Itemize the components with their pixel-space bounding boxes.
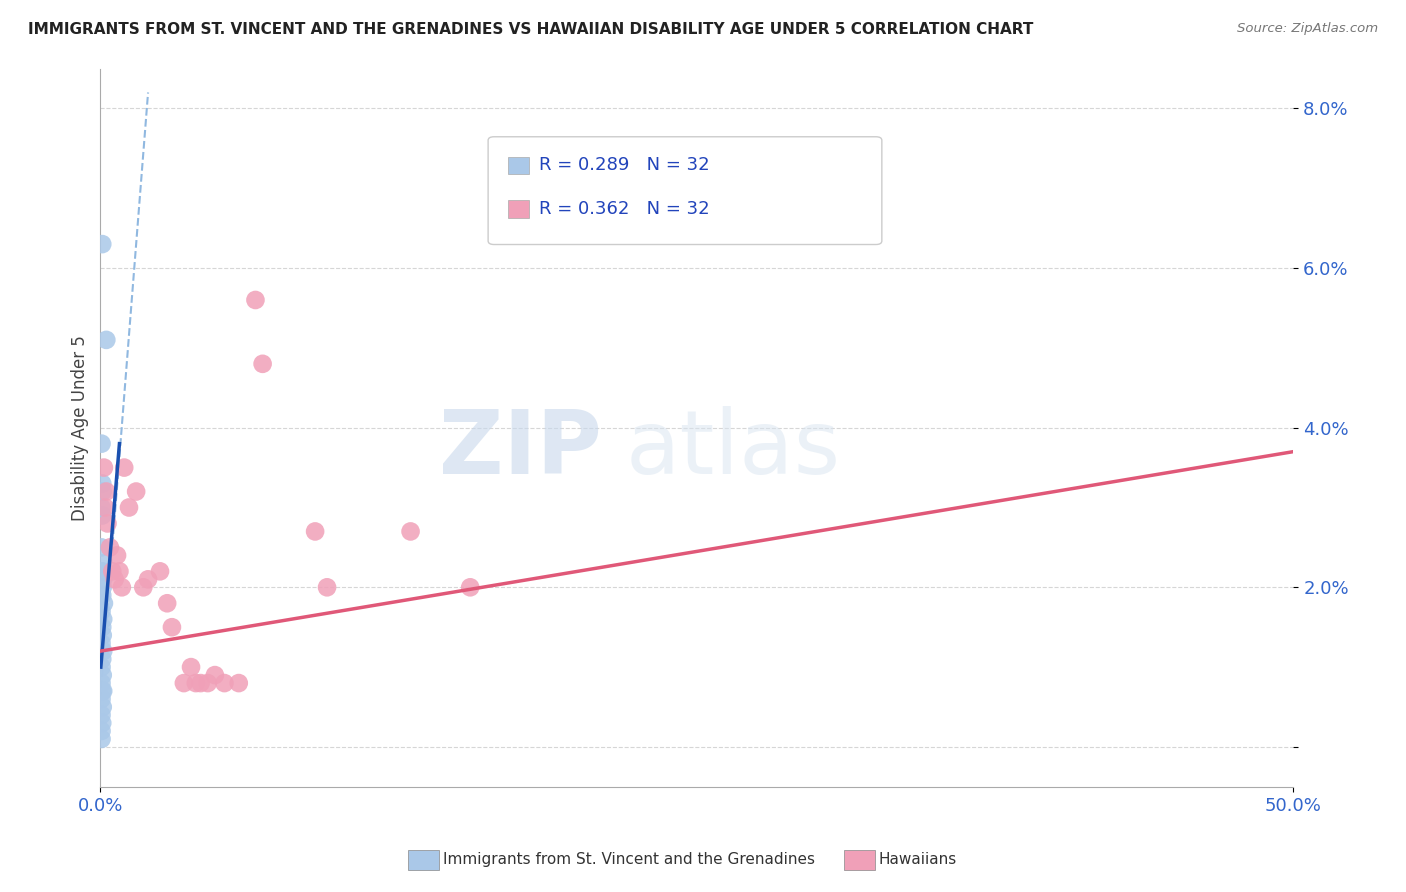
Point [96,484,118,499]
Point [91,620,114,634]
Point [90,541,112,555]
Point [91,684,114,698]
Text: Hawaiians: Hawaiians [879,853,957,867]
Bar [509,200,529,218]
Text: Immigrants from St. Vincent and the Grenadines: Immigrants from St. Vincent and the Gren… [443,853,815,867]
Point [90,723,112,738]
Point [91,476,114,491]
Point [91,716,114,731]
Point [160,620,183,634]
Point [93,460,115,475]
Point [91,668,114,682]
Point [96,516,118,531]
Point [90,676,112,690]
Point [91,684,114,698]
Point [91,580,114,594]
Point [91,557,114,571]
Point [90,604,112,618]
FancyBboxPatch shape [488,136,882,244]
Text: R = 0.362   N = 32: R = 0.362 N = 32 [538,200,710,218]
Y-axis label: Disability Age Under 5: Disability Age Under 5 [72,334,89,521]
Point [204,668,226,682]
Text: atlas: atlas [626,406,841,492]
Point [91,652,114,666]
Point [91,237,114,252]
Point [94,500,117,515]
Point [173,676,195,690]
Point [101,565,124,579]
Point [125,484,148,499]
Point [93,596,115,610]
Point [132,580,155,594]
Point [184,676,207,690]
Point [91,700,114,714]
Point [304,524,326,539]
Point [156,596,179,610]
Point [111,580,134,594]
Point [118,500,141,515]
Bar [509,156,529,175]
Point [90,660,112,674]
Point [91,612,114,626]
Point [108,565,131,579]
Point [149,565,172,579]
Point [105,549,128,563]
Point [98,541,121,555]
Point [90,731,112,746]
Point [91,572,114,586]
Point [96,333,118,347]
Point [91,565,114,579]
Point [91,588,114,602]
Point [90,692,112,706]
Text: R = 0.289   N = 32: R = 0.289 N = 32 [538,156,710,175]
Point [180,660,202,674]
Text: ZIP: ZIP [439,406,602,492]
Point [90,708,112,723]
Point [458,580,481,594]
Text: Source: ZipAtlas.com: Source: ZipAtlas.com [1237,22,1378,36]
Point [112,460,135,475]
Point [91,508,114,523]
Point [316,580,339,594]
Point [245,293,267,307]
Point [136,572,159,586]
Point [90,436,112,450]
Point [90,636,112,650]
Text: IMMIGRANTS FROM ST. VINCENT AND THE GRENADINES VS HAWAIIAN DISABILITY AGE UNDER : IMMIGRANTS FROM ST. VINCENT AND THE GREN… [28,22,1033,37]
Point [197,676,219,690]
Point [90,500,112,515]
Point [91,628,114,642]
Point [91,644,114,658]
Point [252,357,274,371]
Point [190,676,212,690]
Point [399,524,422,539]
Point [228,676,250,690]
Point [91,484,114,499]
Point [104,572,127,586]
Point [214,676,236,690]
